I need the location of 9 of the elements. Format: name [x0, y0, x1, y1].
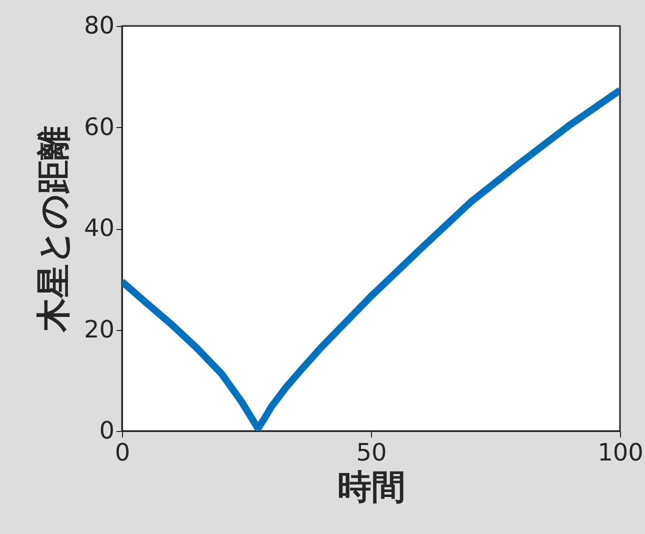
y-tick-label: 20: [84, 315, 114, 344]
x-axis-title: 時間: [338, 468, 406, 508]
x-tick-label: 50: [356, 438, 387, 466]
x-tick-label: 100: [598, 438, 644, 466]
y-tick-label: 40: [84, 214, 114, 242]
y-tick-label: 60: [84, 112, 114, 141]
y-tick-label: 0: [99, 416, 114, 444]
y-axis-title: 木星との距離: [34, 126, 74, 333]
y-tick-label: 80: [84, 12, 114, 40]
